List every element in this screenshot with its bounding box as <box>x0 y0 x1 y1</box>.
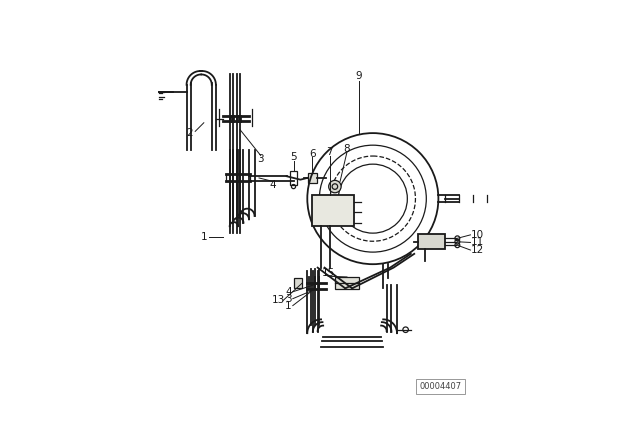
Text: 5: 5 <box>290 152 297 162</box>
Text: 3: 3 <box>257 154 264 164</box>
Bar <box>308 173 317 183</box>
Text: 10: 10 <box>471 230 484 240</box>
Text: 4: 4 <box>285 287 292 297</box>
Text: 8: 8 <box>344 144 350 154</box>
Bar <box>335 277 359 289</box>
Bar <box>312 195 354 226</box>
Bar <box>294 278 302 289</box>
Text: 2: 2 <box>187 128 193 138</box>
Circle shape <box>329 181 341 193</box>
Text: 15: 15 <box>321 268 335 278</box>
Text: 7: 7 <box>326 147 333 157</box>
Text: 9: 9 <box>356 71 362 81</box>
Text: 6: 6 <box>309 149 316 159</box>
Text: 13: 13 <box>271 295 285 306</box>
Text: 00004407: 00004407 <box>419 382 461 391</box>
Bar <box>290 171 297 185</box>
Text: 12: 12 <box>471 245 484 255</box>
Text: 3: 3 <box>285 294 292 304</box>
Text: 4: 4 <box>269 180 276 190</box>
Text: 1: 1 <box>285 301 292 310</box>
Bar <box>418 234 445 250</box>
Text: 11: 11 <box>471 237 484 247</box>
Text: 1: 1 <box>200 232 207 241</box>
